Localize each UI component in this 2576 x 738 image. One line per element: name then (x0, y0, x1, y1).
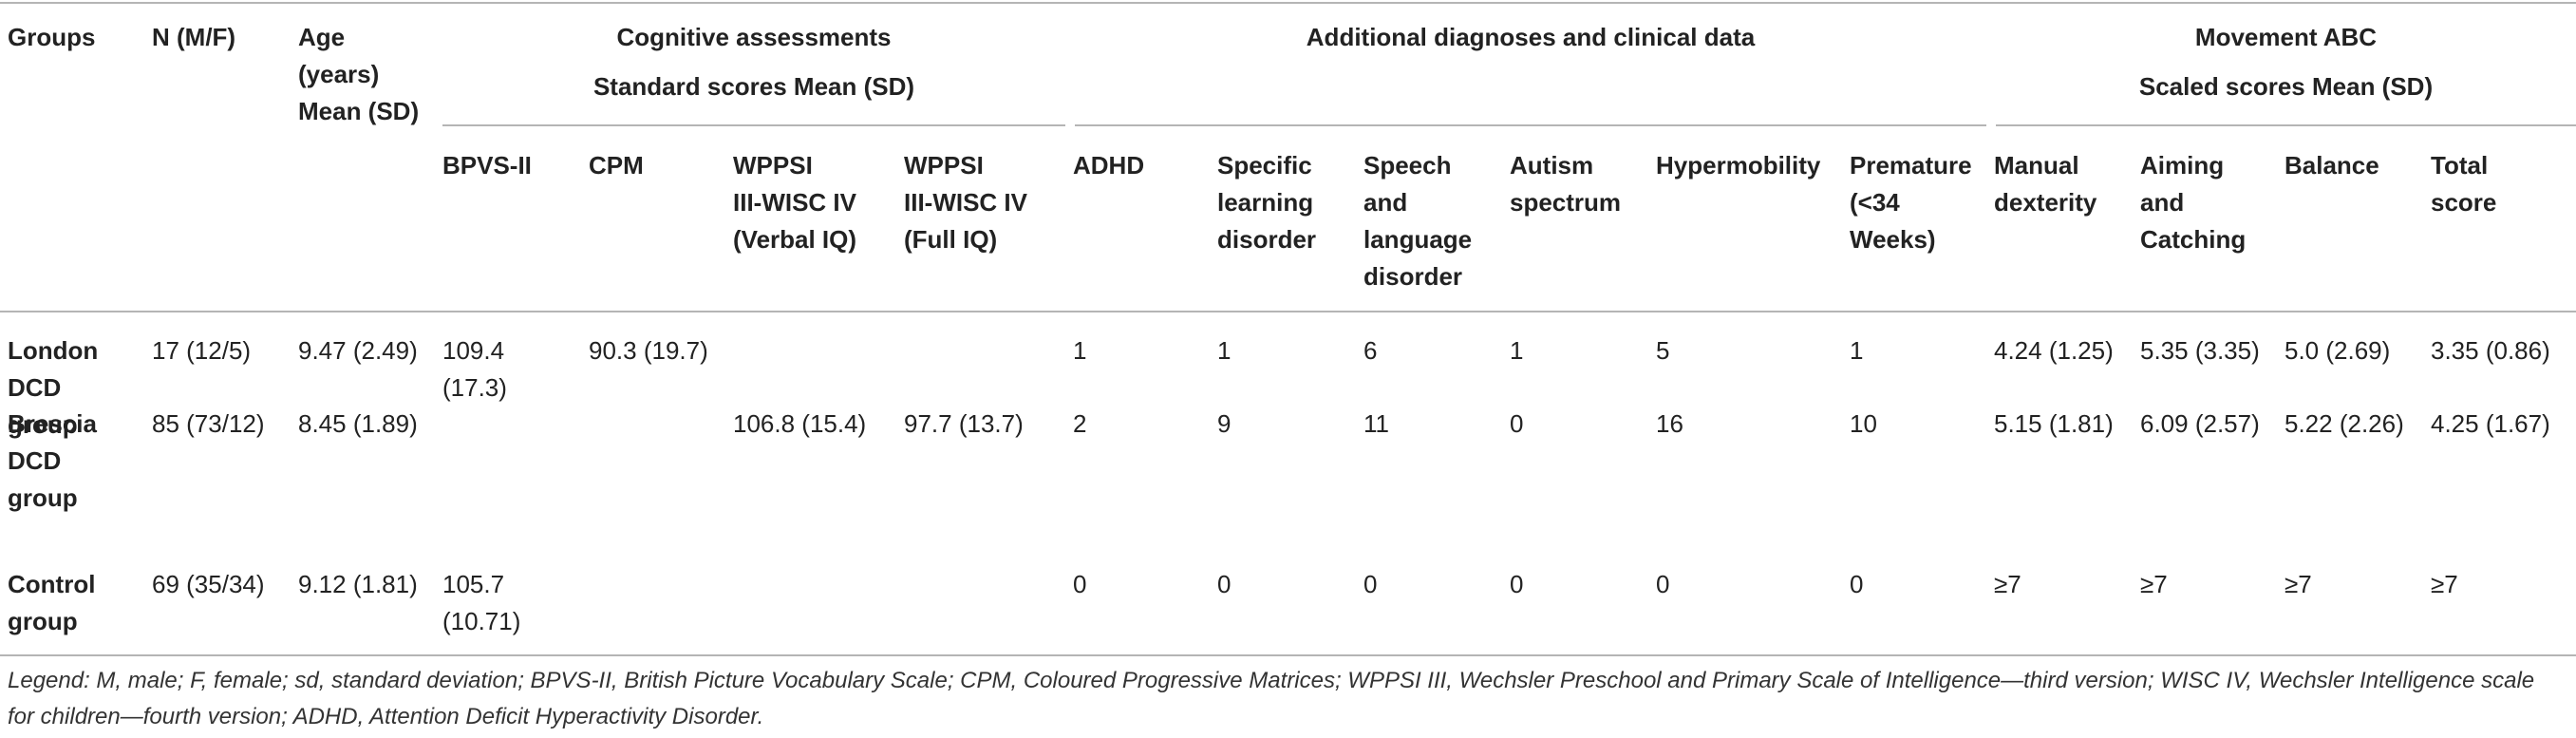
table-bottom-rule (0, 654, 2576, 656)
cell-group: Control group (8, 570, 96, 635)
cell-autism: 0 (1510, 409, 1524, 438)
cell-wppsi-full: 97.7 (13.7) (904, 409, 1024, 438)
cell-speech: 6 (1363, 336, 1378, 365)
cell-total: 3.35 (0.86) (2431, 336, 2550, 365)
header-total-score: Total score (2431, 151, 2497, 217)
cell-premature: 1 (1850, 336, 1864, 365)
cell-aiming: 5.35 (3.35) (2140, 336, 2260, 365)
cell-autism: 0 (1510, 570, 1524, 598)
cell-hypermobility: 0 (1656, 570, 1670, 598)
header-bottom-rule (0, 311, 2576, 312)
cell-balance: 5.22 (2.26) (2285, 409, 2404, 438)
cell-age: 9.12 (1.81) (298, 570, 418, 598)
header-additional-title: Additional diagnoses and clinical data (1306, 23, 1756, 51)
cell-manual: 4.24 (1.25) (1994, 336, 2114, 365)
cell-adhd: 2 (1073, 409, 1087, 438)
cell-sld: 0 (1217, 570, 1232, 598)
cell-premature: 0 (1850, 570, 1864, 598)
cell-manual: ≥7 (1994, 570, 2021, 598)
header-hypermobility: Hypermobility (1656, 151, 1821, 180)
cell-balance: ≥7 (2285, 570, 2312, 598)
cell-total: ≥7 (2431, 570, 2458, 598)
cell-cpm: 90.3 (19.7) (589, 336, 708, 365)
header-cognitive-title: Cognitive assessments (616, 23, 892, 51)
cell-premature: 10 (1850, 409, 1877, 438)
cell-age: 9.47 (2.49) (298, 336, 418, 365)
cell-bpvs: 109.4 (17.3) (442, 336, 507, 402)
cell-manual: 5.15 (1.81) (1994, 409, 2114, 438)
header-speech-language: Speech and language disorder (1363, 151, 1473, 291)
cell-n: 17 (12/5) (152, 336, 252, 365)
cell-autism: 1 (1510, 336, 1524, 365)
cell-balance: 5.0 (2.69) (2285, 336, 2391, 365)
header-mabc-title: Movement ABC (2194, 23, 2378, 51)
cell-speech: 11 (1363, 409, 1389, 438)
header-aiming-catching: Aiming and Catching (2140, 151, 2247, 254)
header-bpvs: BPVS-II (442, 151, 532, 180)
cell-total: 4.25 (1.67) (2431, 409, 2550, 438)
cell-sld: 9 (1217, 409, 1232, 438)
cell-aiming: 6.09 (2.57) (2140, 409, 2260, 438)
cell-aiming: ≥7 (2140, 570, 2168, 598)
header-mabc-subtitle: Scaled scores Mean (SD) (2138, 72, 2434, 101)
header-wppsi-full: WPPSI III-WISC IV (Full IQ) (904, 151, 1027, 254)
header-autism: Autism spectrum (1510, 151, 1622, 217)
header-cpm: CPM (589, 151, 644, 180)
cell-group: London DCD group (8, 336, 99, 439)
cell-age: 8.45 (1.89) (298, 409, 418, 438)
cell-n: 69 (35/34) (152, 570, 265, 598)
cell-speech: 0 (1363, 570, 1378, 598)
cell-adhd: 0 (1073, 570, 1087, 598)
cell-adhd: 1 (1073, 336, 1087, 365)
header-groups: Groups (8, 23, 96, 51)
cell-group: Brescia DCD group (8, 409, 97, 512)
table-legend: Legend: M, male; F, female; sd, standard… (8, 668, 2535, 729)
header-balance: Balance (2285, 151, 2379, 180)
cell-n: 85 (73/12) (152, 409, 265, 438)
header-premature: Premature (<34 Weeks) (1850, 151, 1972, 254)
table-top-rule (0, 2, 2576, 4)
cognitive-underline (442, 124, 1065, 126)
mabc-underline (1996, 124, 2576, 126)
header-n: N (M/F) (152, 23, 236, 51)
header-age: Age (years) Mean (SD) (298, 23, 420, 125)
cell-hypermobility: 5 (1656, 336, 1670, 365)
additional-underline (1075, 124, 1986, 126)
cell-bpvs: 105.7 (10.71) (442, 570, 521, 635)
cell-hypermobility: 16 (1656, 409, 1683, 438)
cell-wppsi-verbal: 106.8 (15.4) (733, 409, 867, 438)
header-specific-learning: Specific learning disorder (1217, 151, 1317, 254)
header-wppsi-verbal: WPPSI III-WISC IV (Verbal IQ) (733, 151, 857, 254)
header-adhd: ADHD (1073, 151, 1145, 180)
cell-sld: 1 (1217, 336, 1232, 365)
header-cognitive-subtitle: Standard scores Mean (SD) (592, 72, 915, 101)
header-manual-dexterity: Manual dexterity (1994, 151, 2097, 217)
